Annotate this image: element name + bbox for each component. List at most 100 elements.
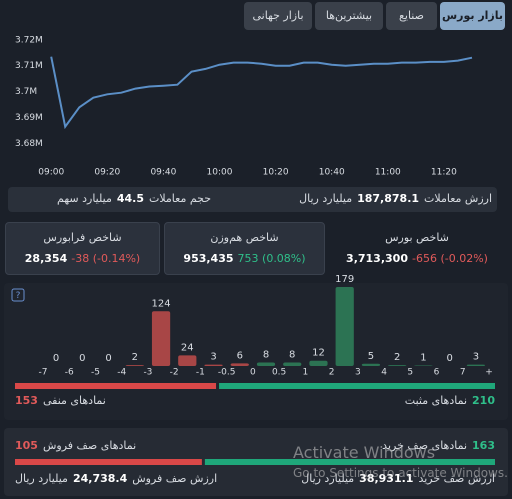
trade-volume: حجم معاملات 44.5 میلیارد سهم xyxy=(57,192,211,205)
label: نمادهای منفی xyxy=(42,394,106,407)
label: نمادهای صف فروش xyxy=(42,439,137,452)
index-change: -38 (-0.14%) xyxy=(71,252,141,265)
count: 210 xyxy=(472,394,495,407)
count: 163 xyxy=(472,439,495,452)
bin-label: -4 xyxy=(117,368,126,378)
bin-label: 2 xyxy=(329,368,335,378)
negative-label: 153 نمادهای منفی xyxy=(15,394,106,407)
bar-value: 2 xyxy=(132,352,138,363)
x-tick-label: 09:20 xyxy=(94,168,120,178)
count: 153 xyxy=(15,394,38,407)
bar-value: 0 xyxy=(446,353,452,364)
y-tick-label: 3.7M xyxy=(15,87,37,97)
y-tick-label: 3.68M xyxy=(15,139,43,149)
bar-value: 0 xyxy=(105,353,111,364)
index-name: شاخص هم‌وزن xyxy=(210,231,279,244)
watermark-title: Activate Windows xyxy=(293,443,436,462)
help-icon[interactable] xyxy=(11,288,25,302)
positive-bar xyxy=(219,383,495,389)
x-tick-label: 11:20 xyxy=(431,168,457,178)
buy-queue-label: نمادهای صف خرید 163 xyxy=(382,439,495,452)
bar-value: 8 xyxy=(289,349,295,360)
index-value: 953,435 xyxy=(183,252,234,265)
x-tick-label: 10:00 xyxy=(207,168,233,178)
count: 105 xyxy=(15,439,38,452)
bar-value: 5 xyxy=(368,351,374,362)
label: نمادهای مثبت xyxy=(404,394,468,407)
bin-label: -6 xyxy=(65,368,74,378)
bin-label: + xyxy=(485,368,493,378)
positive-label: نمادهای مثبت 210 xyxy=(405,394,495,407)
bin-label: 1 xyxy=(302,368,308,378)
bin-label: -5 xyxy=(91,368,100,378)
amount: 38,931.1 xyxy=(359,472,414,485)
bin-label: -0.5 xyxy=(218,368,236,378)
label: ارزش معاملات xyxy=(424,192,492,205)
bar xyxy=(151,311,171,366)
index-name: شاخص بورس xyxy=(385,231,449,244)
tab[interactable]: بیشترین‌ها xyxy=(315,2,383,30)
x-tick-label: 10:40 xyxy=(319,168,345,178)
index-change: -656 (-0.02%) xyxy=(411,252,488,265)
bin-label: -7 xyxy=(39,368,48,378)
bar-value: 12 xyxy=(312,348,325,359)
index-card[interactable]: شاخص هم‌وزن 953,435 753 (0.08%) xyxy=(164,222,325,275)
index-change: 753 (0.08%) xyxy=(237,252,306,265)
label: ارزش صف فروش xyxy=(132,472,218,485)
y-tick-label: 3.69M xyxy=(15,113,43,123)
bar xyxy=(466,364,485,366)
unit: میلیارد ریال xyxy=(15,472,68,485)
x-tick-label: 09:40 xyxy=(150,168,176,178)
bar xyxy=(125,365,144,366)
bar-value: 2 xyxy=(394,352,400,363)
bar xyxy=(309,360,328,366)
y-tick-label: 3.71M xyxy=(15,61,43,71)
bin-label: -3 xyxy=(143,368,152,378)
bin-label: 6 xyxy=(434,368,440,378)
index-card[interactable]: شاخص فرابورس 28,354 -38 (-0.14%) xyxy=(5,222,160,275)
bin-label: 4 xyxy=(381,368,387,378)
bar-value: 124 xyxy=(152,298,171,309)
bin-label: 7 xyxy=(460,368,466,378)
sell-queue-value: ارزش صف فروش 24,738.4 میلیارد ریال xyxy=(15,472,217,485)
bar xyxy=(388,365,407,366)
bin-label: 3 xyxy=(355,368,361,378)
index-values: 953,435 753 (0.08%) xyxy=(165,252,324,265)
index-values: 3,713,300 -656 (-0.02%) xyxy=(330,252,504,265)
unit: میلیارد ریال xyxy=(299,192,353,205)
tab-active[interactable]: بازار بورس xyxy=(440,2,505,30)
buy-queue-value: ارزش صف خرید 38,931.1 میلیارد ریال xyxy=(301,472,495,485)
tab[interactable]: صنایع xyxy=(386,2,437,30)
bar-value: 0 xyxy=(79,353,85,364)
index-value: 3,713,300 xyxy=(346,252,408,265)
bar-value: 3 xyxy=(473,352,479,363)
bin-label: 5 xyxy=(407,368,413,378)
bin-label: 0 xyxy=(250,368,256,378)
bar-value: 6 xyxy=(237,350,243,361)
bar-value: 179 xyxy=(335,274,354,285)
x-tick-label: 09:00 xyxy=(38,168,64,178)
label: ارزش صف خرید xyxy=(418,472,495,485)
bar-value: 3 xyxy=(210,352,216,363)
watermark-text: Go to Settings to activate Windows. xyxy=(293,466,508,480)
x-tick-label: 10:20 xyxy=(263,168,289,178)
label: نمادهای صف خرید xyxy=(382,439,468,452)
bar xyxy=(178,355,197,366)
bin-label: -1 xyxy=(196,368,205,378)
bar xyxy=(204,364,223,366)
negative-bar xyxy=(15,383,217,389)
bar xyxy=(256,362,276,366)
negative-bar xyxy=(15,459,202,465)
index-name: شاخص فرابورس xyxy=(43,231,122,244)
index-card[interactable]: شاخص بورس 3,713,300 -656 (-0.02%) xyxy=(329,222,505,275)
positive-bar xyxy=(204,459,495,465)
bar xyxy=(335,287,354,366)
sell-queue-label: 105 نمادهای صف فروش xyxy=(15,439,136,452)
bin-label: -2 xyxy=(170,368,179,378)
bar xyxy=(230,363,249,366)
unit: میلیارد ریال xyxy=(301,472,355,485)
trade-value: ارزش معاملات 187,878.1 میلیارد ریال xyxy=(299,192,492,205)
tab[interactable]: بازار جهانی xyxy=(244,2,312,30)
